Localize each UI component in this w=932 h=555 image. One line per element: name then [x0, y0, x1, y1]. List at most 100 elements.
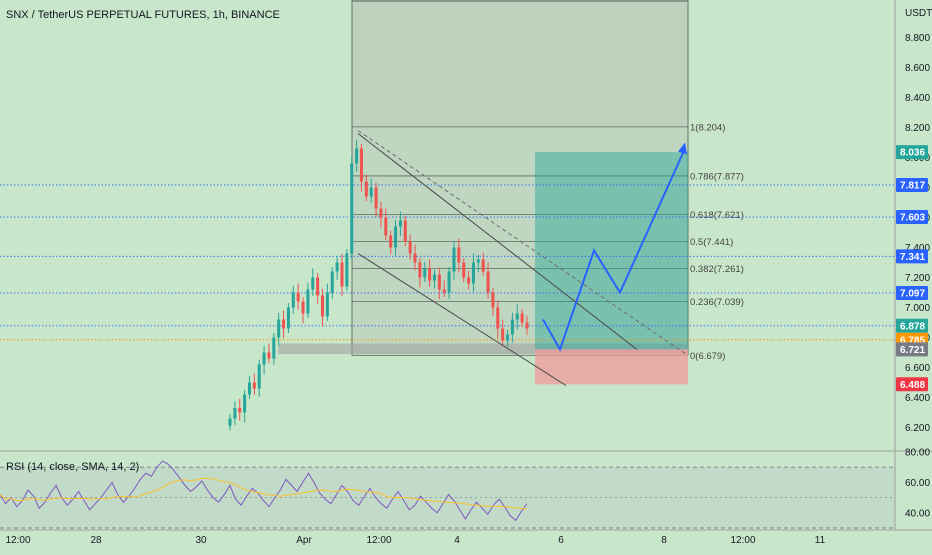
price-badge-label: 6.721 [900, 345, 925, 356]
fib-level-label: 0.382(7.261) [690, 264, 744, 275]
candle-body [452, 247, 456, 272]
candle-body [501, 328, 505, 341]
price-tick-label: 8.600 [905, 63, 930, 74]
price-panel: 1(8.204) 0.786(7.877) 0.618(7.621) 0.5(7.44… [0, 0, 895, 431]
time-tick-label: 11 [815, 535, 826, 546]
candle-body [515, 313, 519, 320]
price-tick-label: 7.200 [905, 273, 930, 284]
price-badge [896, 145, 928, 160]
candle-body [496, 307, 500, 329]
price-badge [896, 210, 928, 225]
rsi-sma-line [0, 477, 528, 510]
price-badge-label: 7.341 [900, 252, 925, 263]
projection-arrow-head [678, 142, 687, 155]
candle-body [418, 262, 422, 278]
price-badge-label: 6.785 [900, 335, 925, 346]
candle-body [413, 253, 417, 263]
candle-body [340, 262, 344, 287]
chart-title: SNX / TetherUS PERPETUAL FUTURES, 1h, BI… [6, 9, 280, 21]
candle-body [345, 253, 349, 287]
currency-label: USDT [905, 8, 932, 19]
time-tick-label: 28 [90, 535, 102, 546]
candle-body [398, 220, 402, 227]
channel-upper-line [357, 133, 638, 350]
candle-body [306, 289, 310, 314]
price-badge [896, 285, 928, 300]
price-badge-label: 6.488 [900, 380, 925, 391]
candle-body [282, 319, 286, 329]
candle-body [408, 241, 412, 254]
time-tick-label: 30 [195, 535, 207, 546]
price-tick-label: 7.400 [905, 243, 930, 254]
candle-body [437, 274, 441, 290]
candle-body [320, 295, 325, 317]
candle-body [394, 226, 398, 248]
candle-body [389, 235, 393, 248]
candle-body [525, 322, 529, 329]
candle-body [379, 208, 383, 218]
candle-body [301, 301, 305, 314]
candle-body [423, 268, 427, 278]
fib-level-label: 0.786(7.877) [690, 171, 744, 182]
fib-level-label: 0.618(7.621) [690, 210, 744, 221]
candle-body [510, 319, 514, 335]
candle-body [447, 271, 451, 293]
price-tick-label: 6.200 [905, 423, 930, 434]
time-tick-label: Apr [296, 535, 312, 546]
candle-body [335, 262, 339, 272]
target-zone [535, 152, 688, 350]
candle-body [369, 187, 373, 197]
fib-level-label: 1(8.204) [690, 122, 725, 133]
candle-body [471, 262, 475, 284]
candle-body [374, 187, 378, 209]
candle-body [247, 382, 251, 395]
time-tick-label: 8 [661, 535, 667, 546]
fib-extension-area [352, 0, 688, 127]
price-badge-label: 8.036 [900, 148, 925, 159]
candle-body [262, 352, 266, 365]
candle-body [233, 408, 237, 419]
candle-body [491, 292, 495, 308]
candle-body [350, 163, 354, 254]
candle-body [316, 277, 320, 296]
price-tick-label: 8.200 [905, 123, 930, 134]
candle-body [467, 277, 471, 284]
candle-body [359, 148, 363, 182]
rsi-line [0, 460, 528, 522]
rsi-panel [0, 460, 895, 529]
price-badge-label: 6.878 [900, 321, 925, 332]
price-badge [896, 249, 928, 264]
candle-body [257, 364, 261, 389]
candle-body [296, 292, 300, 302]
candle-body [428, 268, 432, 281]
time-tick-label: 12:00 [730, 535, 755, 546]
candle-body [432, 274, 437, 281]
rsi-label: RSI (14, close, SMA, 14, 2) [6, 461, 139, 473]
price-tick-label: 6.400 [905, 393, 930, 404]
candle-body [486, 271, 490, 293]
channel-lower-line [357, 253, 567, 386]
candle-body [476, 259, 480, 263]
price-tick-label: 7.000 [905, 303, 930, 314]
price-badge [896, 377, 928, 392]
candle-body [481, 259, 485, 272]
rsi-tick-label: 80.00 [905, 448, 930, 459]
time-tick-label: 12:00 [366, 535, 391, 546]
price-tick-label: 8.800 [905, 33, 930, 44]
candle-body [403, 220, 407, 242]
candle-body [506, 334, 510, 341]
candle-body [277, 319, 281, 338]
projection-path [542, 148, 686, 352]
candle-body [355, 148, 359, 164]
price-badge [896, 342, 928, 357]
price-badge-label: 7.097 [900, 288, 925, 299]
candle-body [243, 394, 247, 413]
candle-body [238, 408, 242, 413]
fib-level-label: 0.236(7.039) [690, 297, 744, 308]
price-badge-label: 7.603 [900, 213, 925, 224]
candle-body [520, 313, 524, 323]
candle-body [330, 271, 334, 293]
